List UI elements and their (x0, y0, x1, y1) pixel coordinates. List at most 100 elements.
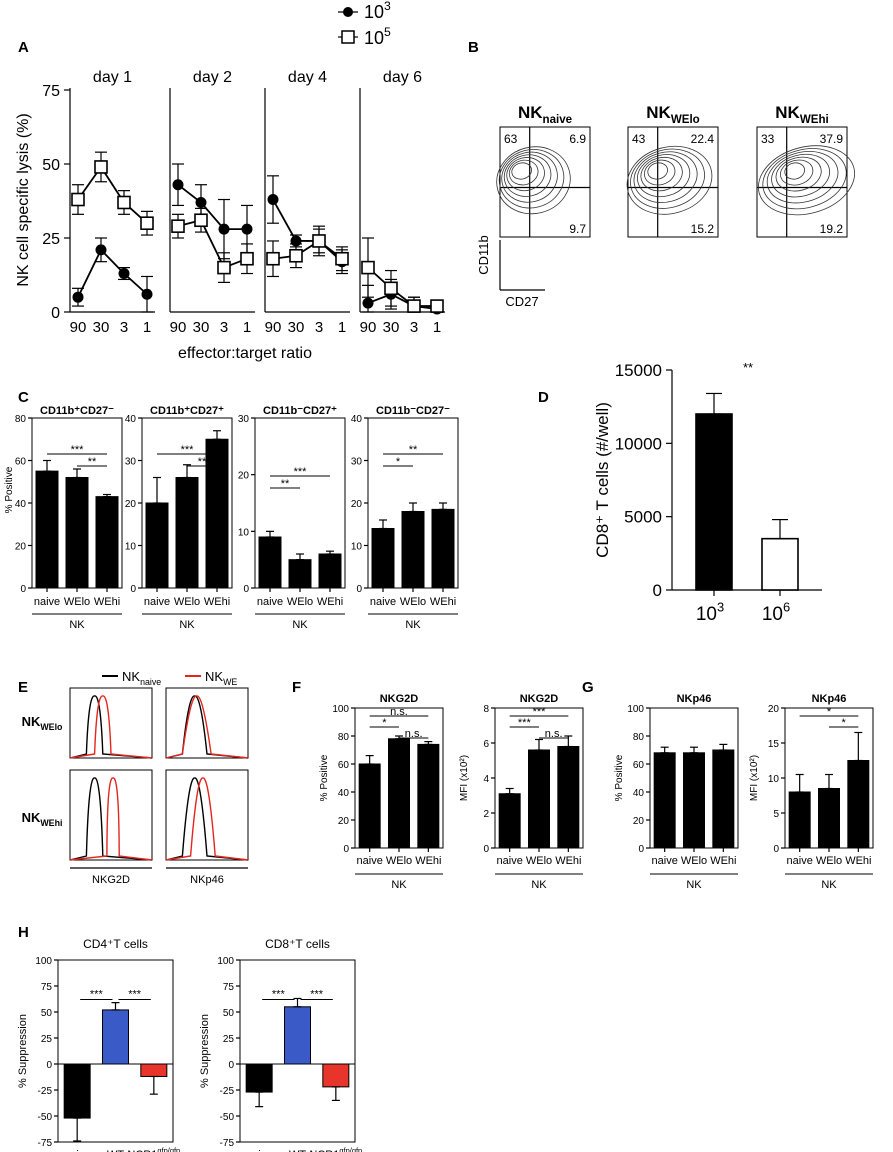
data-point-10-3 (118, 268, 130, 280)
series-line-10-3 (77, 248, 148, 298)
significance-label: *** (533, 706, 547, 718)
panel-label-D: D (538, 389, 549, 406)
legend-marker-open-square (341, 30, 355, 44)
group-label: NK (69, 619, 85, 631)
y-tick-label: 100 (35, 956, 52, 967)
data-point-10-3 (72, 291, 84, 303)
panel-g-plot-1-bar-2 (847, 760, 870, 849)
x-tick-label: 3 (315, 319, 323, 336)
significance-label: *** (310, 989, 324, 1001)
flow-plot-frame (756, 126, 848, 238)
contour-line (775, 156, 822, 192)
y-tick-label: 20 (15, 542, 27, 553)
panel-c-plot-1-category-label: WElo (174, 596, 200, 608)
panel-g-plot-0-bar-0 (653, 752, 676, 849)
y-tick-label: 10 (351, 542, 363, 553)
quadrant-value: 15.2 (691, 222, 715, 236)
y-tick-label: 0 (243, 584, 249, 595)
y-tick-label: 2 (483, 809, 489, 820)
data-point-10-3 (141, 288, 153, 300)
quadrant-value: 19.2 (820, 222, 844, 236)
legend-label-nk-naive: NKnaive (122, 669, 161, 687)
panel-h-bar-1 (284, 1006, 311, 1065)
y-tick-label: 10 (768, 774, 780, 785)
data-point-10-5 (217, 260, 231, 275)
series-line-10-5 (177, 219, 248, 269)
y-tick-label: 20 (338, 816, 350, 827)
series-line-10-3 (272, 199, 343, 263)
data-point-10-3 (195, 196, 207, 208)
y-tick-label: 5 (773, 809, 779, 820)
panel-h-category-label-ncr1: NCR1gfp/gfp (127, 1146, 180, 1152)
panel-c-plot-3-title: CD11b⁻CD27⁻ (376, 405, 450, 417)
panel-c-plot-3-category-label: WElo (400, 596, 426, 608)
legend-label-10-5: 105 (364, 25, 391, 48)
panel-c-plot-0-title: CD11b⁺CD27⁻ (40, 405, 114, 417)
y-tick-label: 60 (633, 760, 645, 771)
data-point-10-5 (71, 192, 85, 207)
panel-label-G: G (582, 679, 594, 696)
panel-h-ylabel: % Suppression (199, 1014, 211, 1088)
panel-h-category-label: WT (289, 1149, 306, 1152)
x-tick-label: 1 (338, 319, 346, 336)
group-label: NK (391, 879, 407, 891)
contour-line (637, 154, 691, 198)
x-tick-label-d: 103 (696, 599, 724, 625)
x-tick-label: 3 (220, 319, 228, 336)
y-tick-label: 100 (332, 704, 349, 715)
subplot-title-day-6: day 6 (383, 69, 422, 86)
y-tick-label: 0 (773, 844, 779, 855)
y-tick-label: 60 (15, 457, 27, 468)
x-tick-label: 3 (410, 319, 418, 336)
panel-g-plot-0-category-label: WElo (681, 855, 707, 867)
y-tick-label: 30 (238, 414, 250, 425)
panel-c-plot-0-bar-1 (65, 477, 89, 589)
y-tick-label: 10 (238, 527, 250, 538)
series-line-10-3 (177, 184, 247, 231)
data-point-10-5 (407, 299, 421, 313)
axis-label-y-c: % Positive (4, 466, 15, 513)
data-point-10-5 (140, 216, 154, 230)
y-tick-label: 80 (633, 732, 645, 743)
contour-line (511, 162, 532, 180)
y-tick-label: -50 (38, 1112, 53, 1123)
y-tick-label: 0 (46, 1060, 52, 1071)
panel-h-category-label-ncr1: NCR1gfp/gfp (309, 1146, 362, 1152)
y-tick-label: 75 (42, 83, 60, 100)
flow-plot-title-WEhi: NKWEhi (775, 103, 828, 126)
y-tick-label: 30 (125, 457, 137, 468)
series-line-10-3 (367, 293, 438, 310)
x-tick-label: 30 (93, 319, 110, 336)
data-point-10-5 (430, 299, 444, 313)
panel-c-plot-2-title: CD11b⁻CD27⁺ (263, 405, 337, 417)
panel-c-plot-3-category-label: WEhi (430, 596, 456, 608)
panel-g-ylabel: MFI (x10²) (749, 755, 760, 801)
panel-c-plot-3-bar-2 (431, 508, 455, 589)
panel-label-E: E (18, 679, 28, 696)
group-label: NK (821, 879, 837, 891)
y-tick-label: 0 (130, 584, 136, 595)
series-line-10-5 (367, 266, 437, 307)
quadrant-value: 9.7 (569, 222, 586, 236)
contour-line (633, 151, 698, 203)
group-label: NK (179, 619, 195, 631)
subplot-title-day-1: day 1 (93, 69, 132, 86)
panel-d-bar-1 (761, 537, 799, 591)
quadrant-value: 63 (504, 132, 518, 146)
significance-label: * (827, 706, 832, 718)
contour-line (496, 146, 571, 215)
data-point-10-5 (117, 195, 131, 210)
significance-label: n.s. (390, 706, 408, 718)
y-tick-label: 20 (633, 816, 645, 827)
contour-line (501, 151, 558, 203)
histogram-frame (69, 769, 153, 861)
significance-label: n.s. (545, 728, 563, 740)
axis-label-nkp46: NKp46 (190, 874, 224, 886)
subplot-title-day-2: day 2 (193, 69, 232, 86)
panel-c-plot-0-category-label: WElo (64, 596, 90, 608)
data-point-10-5 (361, 260, 375, 275)
contour-line (762, 148, 847, 210)
panel-f-plot-1-title: NKG2D (520, 693, 559, 705)
panel-c-plot-1-bar-2 (205, 438, 229, 589)
x-tick-label: 1 (143, 319, 151, 336)
